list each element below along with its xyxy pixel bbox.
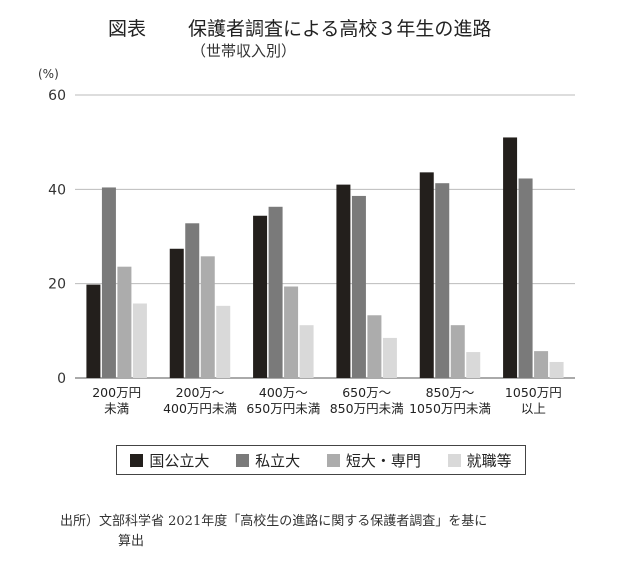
bar-3-cat-5	[450, 325, 465, 378]
legend-label: 私立大	[255, 451, 301, 470]
x-tick-label: 1050万円未満	[409, 401, 491, 416]
bar-1-cat-5	[419, 172, 434, 378]
x-tick-label: 400万～	[259, 385, 308, 400]
x-tick-label: 200万円	[92, 385, 141, 400]
legend-item: 就職等	[447, 450, 512, 471]
legend-label: 就職等	[466, 451, 512, 470]
bar-4-cat-1	[132, 303, 147, 378]
bar-4-cat-2	[216, 305, 231, 378]
x-tick-label: 200万～	[176, 385, 225, 400]
source-line-2: 算出	[118, 534, 145, 549]
bar-4-cat-6	[549, 361, 564, 378]
bar-2-cat-3	[268, 206, 283, 378]
x-tick-label: 850万円未満	[330, 401, 404, 416]
bar-1-cat-1	[86, 284, 101, 378]
legend-label: 短大・専門	[345, 451, 421, 470]
y-tick-label: 60	[48, 88, 66, 104]
x-tick-label: 未満	[104, 401, 129, 416]
bar-1-cat-6	[503, 137, 518, 378]
bar-3-cat-1	[117, 266, 132, 378]
legend-item: 私立大	[236, 450, 300, 471]
legend-swatch	[447, 453, 461, 467]
legend-swatch	[236, 453, 250, 467]
bar-3-cat-2	[200, 256, 215, 378]
chart-title: 図表 保護者調査による高校３年生の進路	[108, 14, 491, 41]
legend-swatch	[326, 453, 340, 467]
legend-label: 国公立大	[149, 451, 210, 470]
title-text: 保護者調査による高校３年生の進路	[188, 18, 492, 40]
legend-item: 国公立大	[130, 450, 209, 471]
x-tick-label: 1050万円	[505, 385, 562, 400]
bar-2-cat-4	[351, 195, 366, 378]
bar-3-cat-4	[367, 315, 382, 378]
legend-swatch	[130, 453, 144, 467]
y-tick-label: 20	[48, 277, 66, 293]
legend-item: 短大・専門	[326, 450, 421, 471]
bar-1-cat-4	[336, 184, 351, 378]
bar-4-cat-4	[382, 337, 397, 378]
bar-2-cat-6	[518, 178, 533, 378]
y-unit-label: (%)	[38, 67, 59, 81]
bar-3-cat-6	[534, 351, 549, 378]
chart-subtitle: （世帯収入別）	[191, 42, 297, 60]
bar-1-cat-2	[169, 248, 184, 378]
source-note: 出所）文部科学省 2021年度「高校生の進路に関する保護者調査」を基に 算出	[60, 512, 487, 552]
bar-4-cat-5	[466, 352, 481, 378]
bar-1-cat-3	[253, 215, 268, 378]
bar-2-cat-5	[435, 183, 450, 378]
source-line-1: 出所）文部科学省 2021年度「高校生の進路に関する保護者調査」を基に	[60, 514, 488, 529]
x-tick-label: 650万円未満	[246, 401, 320, 416]
y-tick-label: 0	[57, 371, 66, 387]
x-tick-label: 以上	[521, 401, 546, 416]
bar-2-cat-1	[101, 187, 116, 378]
x-tick-label: 850万～	[426, 385, 475, 400]
bar-2-cat-2	[185, 223, 200, 378]
y-tick-label: 40	[48, 182, 66, 198]
x-tick-label: 400万円未満	[163, 401, 237, 416]
bar-4-cat-3	[299, 325, 314, 378]
bar-3-cat-3	[284, 286, 299, 378]
legend: 国公立大 私立大 短大・専門 就職等	[116, 445, 526, 475]
x-tick-label: 650万～	[342, 385, 391, 400]
figure-label: 図表	[108, 18, 147, 40]
